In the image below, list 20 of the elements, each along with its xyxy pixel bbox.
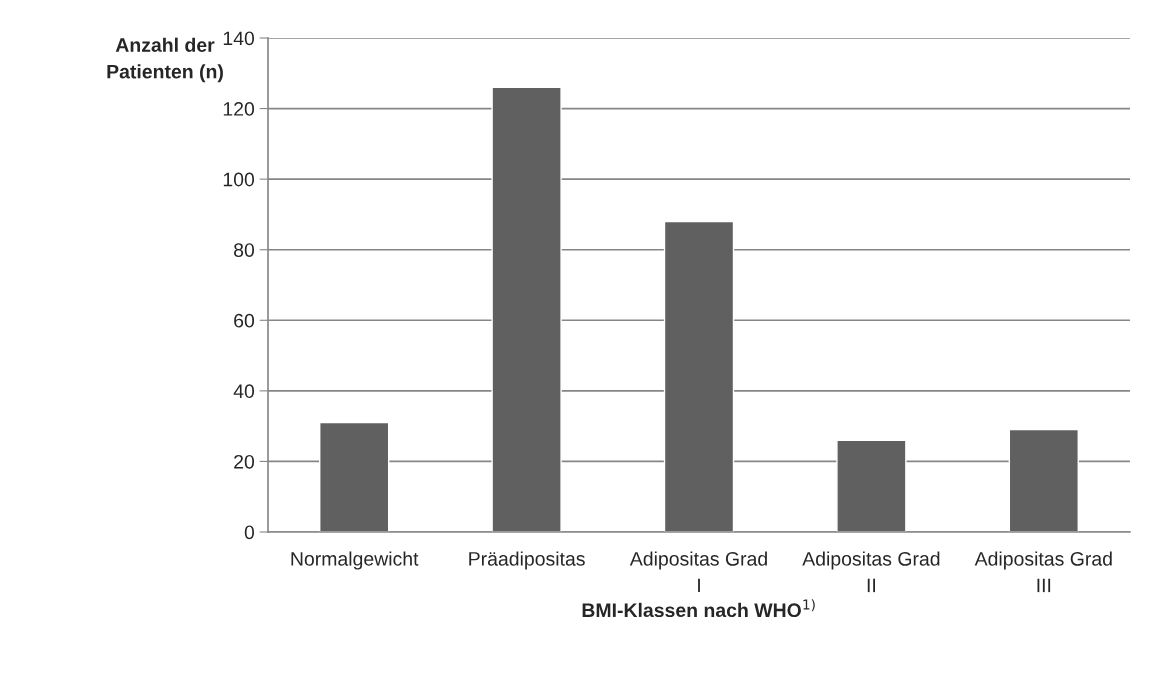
x-axis-title: BMI-Klassen nach WHO$^{1)}$ bbox=[582, 599, 815, 618]
y-axis-title: Anzahl der Patienten (n) bbox=[107, 37, 223, 83]
y-tick-label: 20 bbox=[234, 454, 255, 469]
y-tick-label: 100 bbox=[223, 172, 255, 187]
bar bbox=[491, 86, 562, 532]
bar bbox=[1008, 428, 1079, 532]
y-tick-label: 80 bbox=[234, 243, 255, 257]
y-tick-label: 60 bbox=[234, 313, 255, 328]
x-tick-label: Adipositas Grad I bbox=[629, 551, 767, 593]
bar bbox=[319, 421, 390, 532]
y-tick-label: 40 bbox=[233, 384, 255, 399]
bar bbox=[663, 220, 735, 532]
y-tick-label: 120 bbox=[223, 102, 255, 116]
x-tick-label: Normalgewicht bbox=[291, 551, 419, 570]
y-tick-label: 140 bbox=[223, 31, 255, 46]
bar bbox=[836, 439, 907, 532]
x-tick-label: Adipositas Grad III bbox=[974, 551, 1112, 593]
x-tick-label: Präadipositas bbox=[469, 551, 585, 570]
y-tick-label: 0 bbox=[244, 525, 255, 540]
x-tick-label: Adipositas Grad II bbox=[802, 551, 940, 593]
